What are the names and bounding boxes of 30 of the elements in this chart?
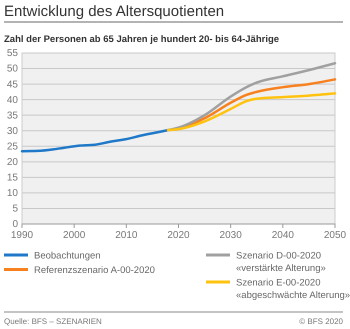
x-tick-label: 2040 [272,230,294,242]
y-tick-label: 10 [6,188,18,200]
x-tick-label: 2000 [63,230,86,242]
y-tick-label: 45 [6,79,18,90]
legend-label: Beobachtungen [34,250,101,262]
x-tick-label: 2010 [115,230,138,242]
y-tick-label: 30 [6,126,18,137]
y-tick-label: 25 [6,141,18,152]
legend-label: Referenzszenario A-00-2020 [34,265,155,276]
x-tick-label: 1990 [10,230,34,242]
y-tick-label: 0 [12,219,18,230]
chart-subtitle: Zahl der Personen ab 65 Jahren je hundert 20- bis 64-Jährige [4,34,280,45]
y-tick-label: 35 [6,110,18,122]
text: © BFS 2020 [299,317,344,326]
y-tick-label: 20 [6,157,18,168]
y-tick-label: 40 [6,94,18,106]
y-tick-label: 15 [6,172,18,184]
x-tick-label: 2030 [220,230,242,242]
line-series [166,62,336,132]
y-tick-label: 50 [6,64,18,75]
x-tick-label: 2050 [324,230,347,242]
line-series [20,128,170,152]
chart-title: Entwicklung des Altersquotienten [4,3,224,20]
line-series [166,92,336,132]
y-tick-label: 55 [6,48,18,60]
y-tick-label: 5 [12,204,18,215]
x-tick-label: 2020 [167,230,190,242]
legend-label: Szenario E-00-2020 «abgeschwächte Alterung» [236,278,350,301]
source-note: Quelle: BFS – SZENARIEN [4,317,102,326]
legend-label: Szenario D-00-2020 «verstärkte Alterung» [236,250,326,274]
